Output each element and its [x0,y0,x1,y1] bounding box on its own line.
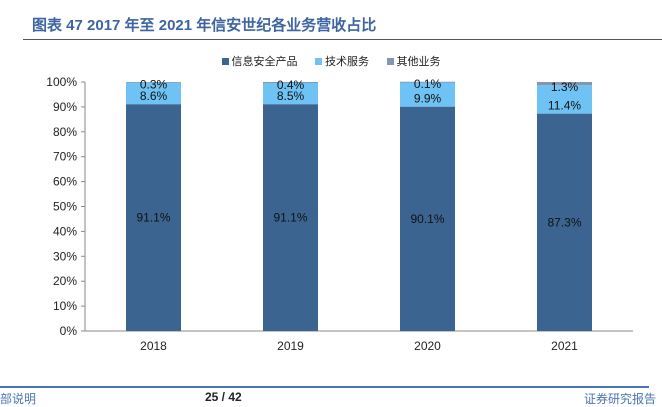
title-rule [23,39,662,40]
bar-其他业务 [537,82,592,86]
legend-item-2: 其他业务 [386,55,441,68]
bar-其他业务 [263,82,318,83]
legend-swatch [315,58,322,65]
data-label: 0.4% [277,78,305,92]
y-tick-label: 90% [53,100,77,114]
bar-技术服务 [263,82,318,105]
bar-其他业务 [400,81,455,83]
legend-swatch [221,58,229,65]
data-label: 9.9% [414,92,442,106]
x-tick-label: 2020 [414,339,441,353]
page-number: 25 / 42 [205,390,242,404]
bar-其他业务 [126,82,181,83]
y-tick-label: 50% [53,200,77,214]
y-tick-label: 100% [46,75,77,89]
footer-left: 部说明 [0,392,37,406]
y-tick-label: 60% [53,175,77,189]
legend-label: 技术服务 [325,55,369,68]
data-label: 0.3% [140,78,168,92]
bar-技术服务 [126,82,181,105]
y-tick-label: 20% [53,274,77,288]
bar-信息安全产品 [537,113,592,331]
bar-信息安全产品 [400,106,455,331]
y-tick-label: 80% [53,125,77,139]
legend: 信息安全产品 技术服务 其他业务 [0,53,662,69]
legend-label: 信息安全产品 [231,55,298,68]
x-tick-label: 2019 [277,339,304,353]
data-label: 8.5% [277,89,305,103]
data-label: 0.1% [414,77,442,91]
y-tick-label: 10% [53,299,77,313]
data-label: 91.1% [136,211,170,225]
y-tick-label: 30% [53,249,77,263]
bar-信息安全产品 [263,104,318,331]
data-label: 91.1% [273,211,307,225]
y-tick-label: 40% [53,224,77,238]
bar-技术服务 [400,82,455,107]
x-tick-label: 2021 [551,339,578,353]
y-tick-label: 70% [53,150,77,164]
figure-title: 图表 47 2017 年至 2021 年信安世纪各业务营收占比 [32,17,377,34]
bar-技术服务 [537,85,592,114]
data-label: 90.1% [410,212,444,226]
bar-信息安全产品 [126,104,181,331]
legend-item-1: 技术服务 [315,55,369,68]
legend-label: 其他业务 [396,55,441,68]
data-label: 8.6% [140,89,168,103]
legend-item-0: 信息安全产品 [221,55,298,68]
footer-rule [0,386,649,388]
footer-right: 证券研究报告 [583,392,656,406]
data-label: 11.4% [548,99,581,113]
data-label: 87.3% [547,215,581,229]
data-label: 1.3% [551,80,579,94]
x-tick-label: 2018 [140,339,167,353]
legend-swatch [386,58,394,65]
y-tick-label: 0% [60,324,78,338]
